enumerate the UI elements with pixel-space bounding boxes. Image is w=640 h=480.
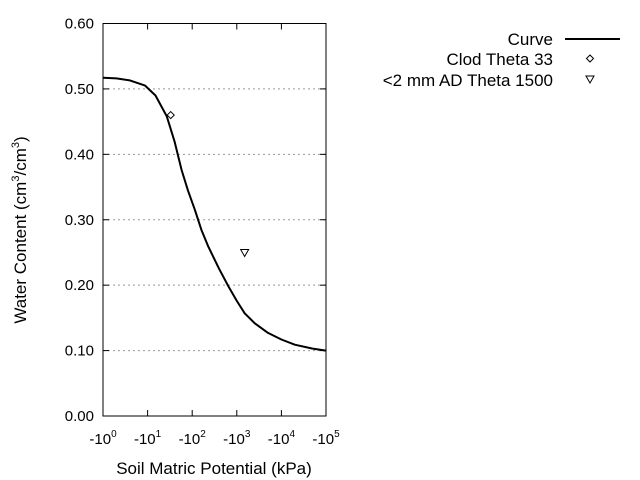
y-tick-label: 0.00 (65, 408, 94, 425)
clod-theta-33-point (166, 110, 175, 120)
x-tick-label: -100 (89, 429, 117, 448)
y-tick-label: 0.10 (65, 343, 94, 360)
y-tick-label: 0.30 (65, 212, 94, 229)
series-layer (102, 76, 327, 352)
x-tick-label: -104 (268, 429, 296, 448)
x-tick-label: -103 (223, 429, 251, 448)
legend-label-curve: Curve (508, 30, 553, 49)
legend-triangle-icon (585, 75, 595, 85)
legend: Curve Clod Theta 33 <2 mm AD Theta 1500 (383, 30, 620, 90)
y-tick-label: 0.50 (65, 81, 94, 98)
ad-theta-1500-point (239, 248, 250, 258)
y-tick-label: 0.20 (65, 277, 94, 294)
x-tick-label: -102 (179, 429, 207, 448)
grid (103, 88, 326, 352)
plot-frame (102, 23, 327, 417)
x-tick-label: -105 (312, 429, 340, 448)
legend-label-clod: Clod Theta 33 (447, 50, 553, 69)
y-axis-label: Water Content (cm3/cm3) (10, 136, 30, 323)
x-tick-label: -101 (134, 429, 162, 448)
legend-diamond-icon (585, 54, 595, 63)
y-tick-label: 0.60 (65, 16, 94, 33)
x-axis-label: Soil Matric Potential (kPa) (116, 459, 312, 478)
x-axis: -100 -101 -102 -103 -104 -105 (89, 23, 340, 448)
legend-label-ad: <2 mm AD Theta 1500 (383, 71, 553, 90)
y-axis: 0.00 0.10 0.20 0.30 0.40 0.50 0.60 (65, 16, 326, 425)
curve-line (102, 76, 327, 352)
y-tick-label: 0.40 (65, 146, 94, 163)
